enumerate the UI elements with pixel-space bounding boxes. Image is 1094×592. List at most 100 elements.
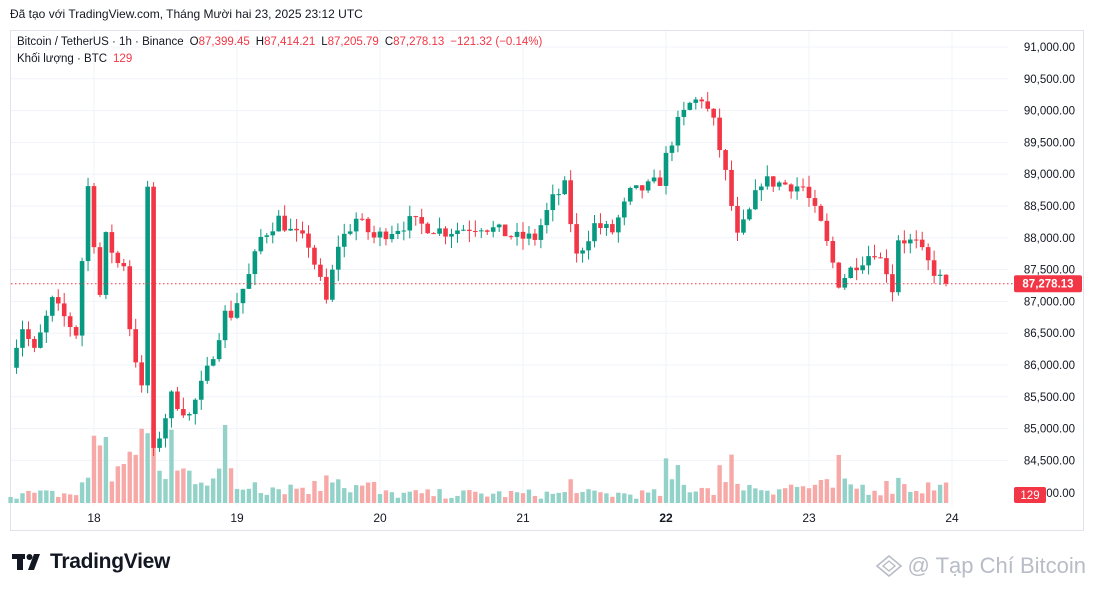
volume-bar [634, 498, 639, 503]
candle-body [121, 263, 127, 267]
candle-body [300, 230, 305, 234]
volume-bar [568, 479, 573, 503]
candle-body [598, 223, 603, 228]
volume-bar [610, 496, 615, 503]
volume-bar [282, 494, 287, 503]
candle-body [490, 227, 496, 232]
volume-bar [109, 481, 115, 503]
candle-body [330, 269, 335, 300]
candle-body [341, 233, 347, 247]
candle-body [335, 246, 341, 270]
volume-bar [920, 493, 925, 503]
y-tick-label: 88,500.00 [1024, 201, 1075, 213]
volume-bar [365, 482, 371, 503]
volume-bar [371, 481, 377, 503]
candle-body [764, 176, 770, 187]
volume-bar [62, 493, 67, 503]
x-tick-label: 20 [373, 511, 387, 525]
volume-bar [628, 494, 633, 503]
candle-body [484, 230, 490, 232]
volume-bar [884, 481, 889, 503]
volume-bar [520, 493, 526, 503]
x-tick-label: 22 [659, 511, 673, 525]
volume-bar [532, 495, 538, 503]
y-tick-label: 86,500.00 [1024, 328, 1075, 340]
volume-bar [216, 468, 222, 503]
candle-body [937, 274, 943, 276]
chart-frame[interactable] [10, 30, 1084, 531]
tradingview-logo[interactable]: TradingView [12, 549, 170, 575]
candle-body [675, 116, 681, 146]
volume-bar [401, 492, 407, 503]
x-tick-label: 23 [802, 511, 816, 525]
price-axis[interactable]: 91,000.00 90,500.00 90,000.00 89,500.00 89,0… [1024, 42, 1075, 500]
volume-bar [556, 492, 561, 503]
volume-bar [753, 488, 758, 503]
candle-body [455, 230, 460, 234]
volume-bars [8, 425, 949, 503]
candle-body [610, 224, 615, 233]
volume-label[interactable]: Khối lượng · BTC [17, 53, 108, 65]
candle-body [943, 274, 949, 284]
candle-body [514, 231, 520, 237]
candle-body [73, 327, 79, 336]
candle-body [842, 277, 848, 288]
watermark-text: @ Tạp Chí Bitcoin [907, 553, 1086, 578]
volume-bar [14, 498, 19, 503]
volume-bar [777, 489, 782, 503]
candle-body [264, 235, 270, 237]
candle-body [91, 186, 97, 248]
volume-bar [872, 490, 877, 503]
candle-body [14, 347, 19, 368]
candle-body [657, 177, 663, 186]
volume-bar [318, 490, 323, 503]
close-value: 87,278.13 [393, 36, 445, 48]
candle-body [359, 218, 365, 220]
volume-bar [878, 495, 883, 503]
diamond-logo-icon [875, 555, 902, 577]
watermark: @ Tạp Chí Bitcoin [875, 553, 1086, 579]
candle-body [115, 252, 121, 264]
volume-bar [169, 429, 174, 503]
candle-body [568, 180, 573, 225]
candle-body [473, 230, 478, 232]
candle-body [431, 233, 436, 235]
volume-bar [26, 490, 31, 503]
last-price-badge: 87,278.13 [1014, 275, 1082, 293]
volume-bar [44, 490, 49, 503]
symbol-label[interactable]: Bitcoin / TetherUS · 1h · Binance [17, 36, 184, 48]
candle-body [627, 187, 633, 202]
candle-body [574, 224, 579, 254]
volume-bar [604, 493, 609, 503]
last-price-label: 87,278.13 [1022, 279, 1073, 291]
volume-bar [669, 479, 675, 503]
candle-body [377, 231, 383, 238]
y-tick-label: 91,000.00 [1024, 42, 1075, 54]
volume-bar [580, 491, 585, 503]
volume-bar [67, 494, 73, 503]
candle-body [401, 230, 407, 232]
candle-body [651, 177, 657, 182]
candle-body [717, 117, 722, 151]
candle-body [592, 223, 597, 242]
candle-body [383, 231, 389, 240]
y-tick-label: 86,000.00 [1024, 360, 1075, 372]
volume-bar [157, 470, 162, 503]
x-tick-label: 19 [230, 511, 244, 525]
volume-badge: 129 [1014, 487, 1046, 503]
volume-bar [765, 490, 770, 503]
grid-lines [11, 31, 1008, 506]
y-tick-label: 84,500.00 [1024, 455, 1075, 467]
time-axis[interactable]: 18 19 20 21 22 23 24 [87, 511, 959, 525]
candle-body [371, 232, 377, 238]
candle-body [246, 274, 252, 289]
candle-body [437, 228, 442, 234]
volume-bar [663, 458, 669, 503]
candle-body [800, 186, 806, 188]
volume-bar [258, 493, 264, 503]
candle-body [562, 180, 568, 195]
volume-bar [800, 486, 806, 503]
volume-bar [818, 479, 824, 503]
open-label: O [189, 36, 199, 48]
